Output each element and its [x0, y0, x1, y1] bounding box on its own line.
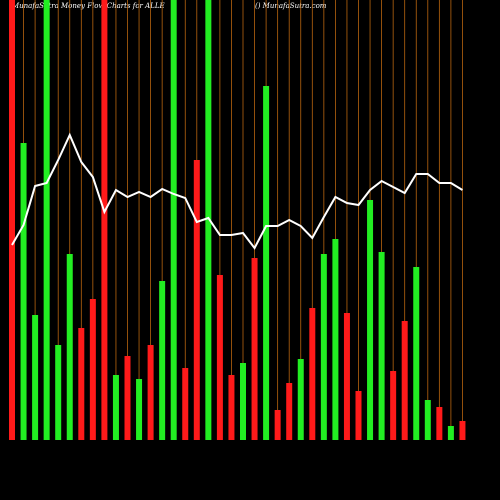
bar: [343, 313, 350, 440]
bar: [205, 0, 212, 440]
bar: [447, 426, 454, 440]
bar: [182, 368, 189, 440]
bar: [228, 375, 235, 440]
bar: [424, 400, 431, 440]
money-flow-line: [11, 132, 463, 250]
bar: [332, 239, 339, 440]
bar: [378, 252, 385, 440]
bar: [124, 356, 131, 440]
bar: [355, 391, 362, 440]
bar: [9, 0, 15, 440]
bar: [43, 0, 50, 440]
chart-title: MunafaSutra Money Flow Charts for ALLE: [11, 2, 165, 10]
bar: [147, 345, 154, 440]
bar: [320, 254, 327, 440]
bar: [263, 86, 270, 440]
bar: [459, 421, 466, 440]
bar: [78, 328, 85, 440]
bar: [159, 281, 166, 440]
bar: [32, 315, 39, 440]
bar: [193, 160, 200, 440]
bar: [390, 371, 397, 440]
bar: [240, 363, 246, 440]
bar: [413, 267, 420, 440]
bar: [66, 254, 73, 440]
bar: [367, 200, 374, 440]
bar: [309, 308, 316, 440]
bar: [274, 410, 281, 440]
bar: [251, 258, 258, 440]
bar: [401, 321, 408, 440]
bar: [112, 375, 119, 440]
bar: [136, 379, 143, 440]
chart-subtitle: () MunafaSutra.com: [255, 2, 327, 10]
bar: [436, 407, 443, 440]
bar: [55, 345, 62, 440]
bar: [286, 383, 293, 440]
bar: [20, 143, 27, 440]
bar: [297, 359, 304, 440]
bar: [216, 275, 223, 440]
bar: [170, 0, 177, 440]
bar: [89, 299, 96, 440]
bar: [101, 0, 108, 440]
